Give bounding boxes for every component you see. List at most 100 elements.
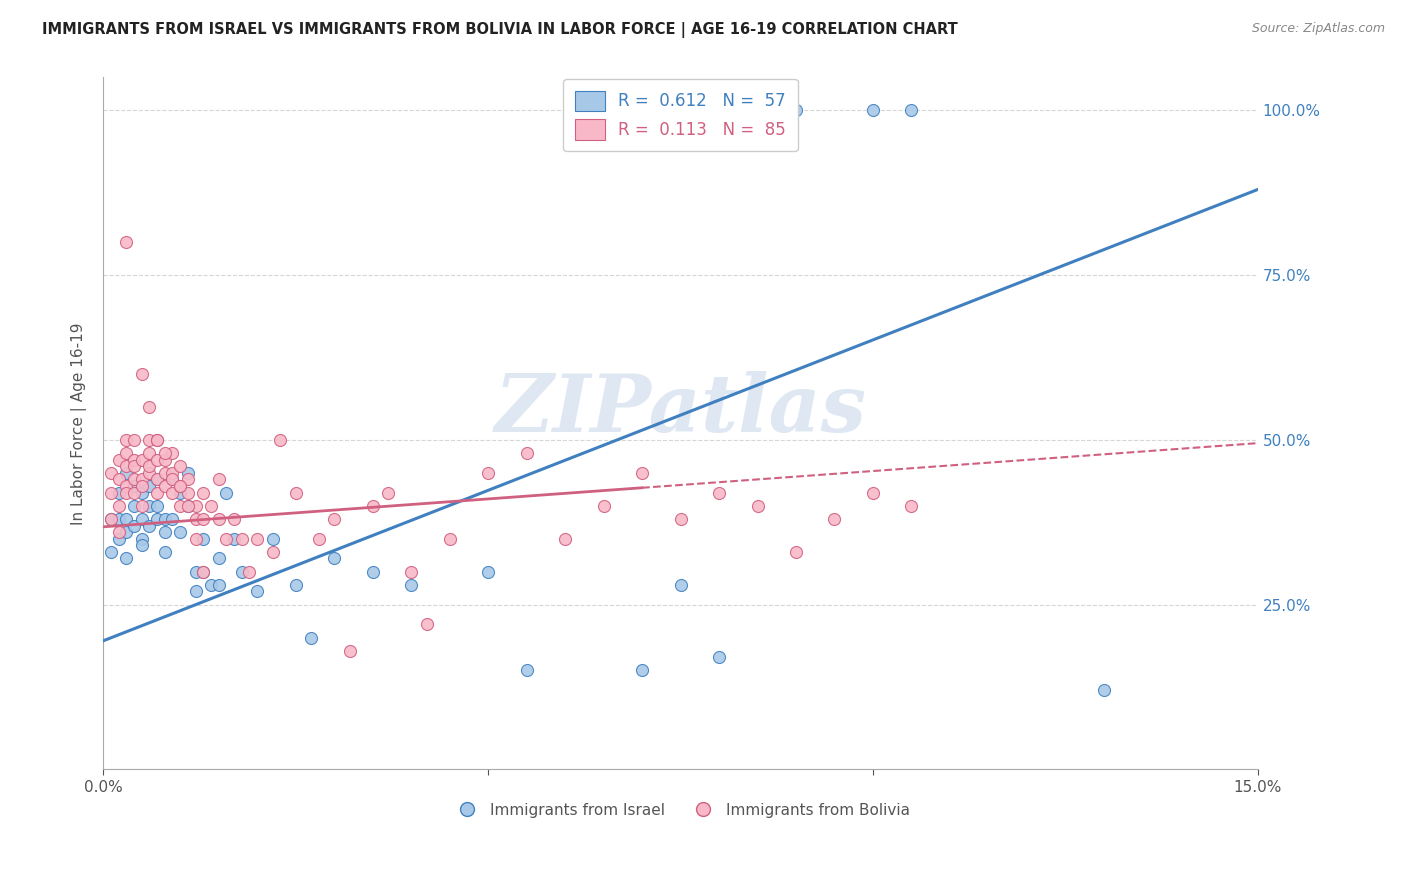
- Y-axis label: In Labor Force | Age 16-19: In Labor Force | Age 16-19: [72, 322, 87, 524]
- Point: [131, 532, 153, 546]
- Point: [169, 479, 191, 493]
- Point: [631, 466, 654, 480]
- Point: [208, 512, 231, 526]
- Point: [153, 466, 176, 480]
- Point: [200, 499, 222, 513]
- Point: [200, 578, 222, 592]
- Point: [707, 650, 730, 665]
- Point: [138, 466, 160, 480]
- Point: [184, 499, 207, 513]
- Point: [122, 518, 145, 533]
- Point: [262, 545, 284, 559]
- Point: [193, 512, 215, 526]
- Point: [131, 367, 153, 381]
- Point: [138, 433, 160, 447]
- Point: [169, 525, 191, 540]
- Point: [193, 532, 215, 546]
- Point: [115, 551, 138, 566]
- Point: [131, 499, 153, 513]
- Point: [669, 512, 692, 526]
- Point: [115, 235, 138, 249]
- Point: [184, 512, 207, 526]
- Point: [138, 459, 160, 474]
- Point: [184, 584, 207, 599]
- Point: [215, 532, 238, 546]
- Point: [193, 565, 215, 579]
- Point: [231, 532, 253, 546]
- Point: [177, 466, 200, 480]
- Point: [177, 485, 200, 500]
- Point: [785, 545, 807, 559]
- Text: IMMIGRANTS FROM ISRAEL VS IMMIGRANTS FROM BOLIVIA IN LABOR FORCE | AGE 16-19 COR: IMMIGRANTS FROM ISRAEL VS IMMIGRANTS FRO…: [42, 22, 957, 38]
- Point: [439, 532, 461, 546]
- Point: [399, 578, 422, 592]
- Point: [184, 565, 207, 579]
- Point: [138, 479, 160, 493]
- Point: [107, 472, 129, 486]
- Point: [146, 433, 169, 447]
- Point: [862, 103, 884, 118]
- Point: [122, 452, 145, 467]
- Point: [162, 446, 184, 460]
- Legend: Immigrants from Israel, Immigrants from Bolivia: Immigrants from Israel, Immigrants from …: [446, 797, 915, 824]
- Point: [122, 459, 145, 474]
- Point: [146, 433, 169, 447]
- Point: [131, 485, 153, 500]
- Point: [308, 532, 330, 546]
- Point: [222, 512, 245, 526]
- Point: [361, 565, 384, 579]
- Point: [284, 578, 307, 592]
- Point: [122, 472, 145, 486]
- Point: [131, 512, 153, 526]
- Point: [415, 617, 437, 632]
- Point: [115, 466, 138, 480]
- Point: [146, 485, 169, 500]
- Point: [169, 485, 191, 500]
- Point: [162, 485, 184, 500]
- Point: [215, 485, 238, 500]
- Point: [100, 485, 122, 500]
- Point: [107, 485, 129, 500]
- Point: [323, 551, 346, 566]
- Point: [115, 512, 138, 526]
- Point: [153, 512, 176, 526]
- Point: [153, 479, 176, 493]
- Point: [246, 584, 269, 599]
- Point: [592, 499, 614, 513]
- Point: [554, 532, 576, 546]
- Point: [115, 459, 138, 474]
- Point: [100, 512, 122, 526]
- Point: [146, 472, 169, 486]
- Point: [177, 499, 200, 513]
- Point: [146, 512, 169, 526]
- Point: [131, 472, 153, 486]
- Point: [169, 499, 191, 513]
- Point: [162, 472, 184, 486]
- Point: [269, 433, 291, 447]
- Point: [477, 466, 499, 480]
- Point: [138, 518, 160, 533]
- Point: [153, 452, 176, 467]
- Point: [193, 565, 215, 579]
- Point: [115, 446, 138, 460]
- Point: [153, 446, 176, 460]
- Point: [177, 472, 200, 486]
- Point: [122, 499, 145, 513]
- Point: [100, 512, 122, 526]
- Point: [122, 485, 145, 500]
- Point: [153, 545, 176, 559]
- Point: [208, 551, 231, 566]
- Point: [208, 472, 231, 486]
- Point: [1092, 683, 1115, 698]
- Point: [115, 479, 138, 493]
- Point: [169, 459, 191, 474]
- Point: [631, 664, 654, 678]
- Point: [107, 525, 129, 540]
- Point: [299, 631, 322, 645]
- Point: [115, 433, 138, 447]
- Point: [138, 400, 160, 414]
- Point: [107, 499, 129, 513]
- Point: [900, 499, 922, 513]
- Point: [246, 532, 269, 546]
- Point: [193, 485, 215, 500]
